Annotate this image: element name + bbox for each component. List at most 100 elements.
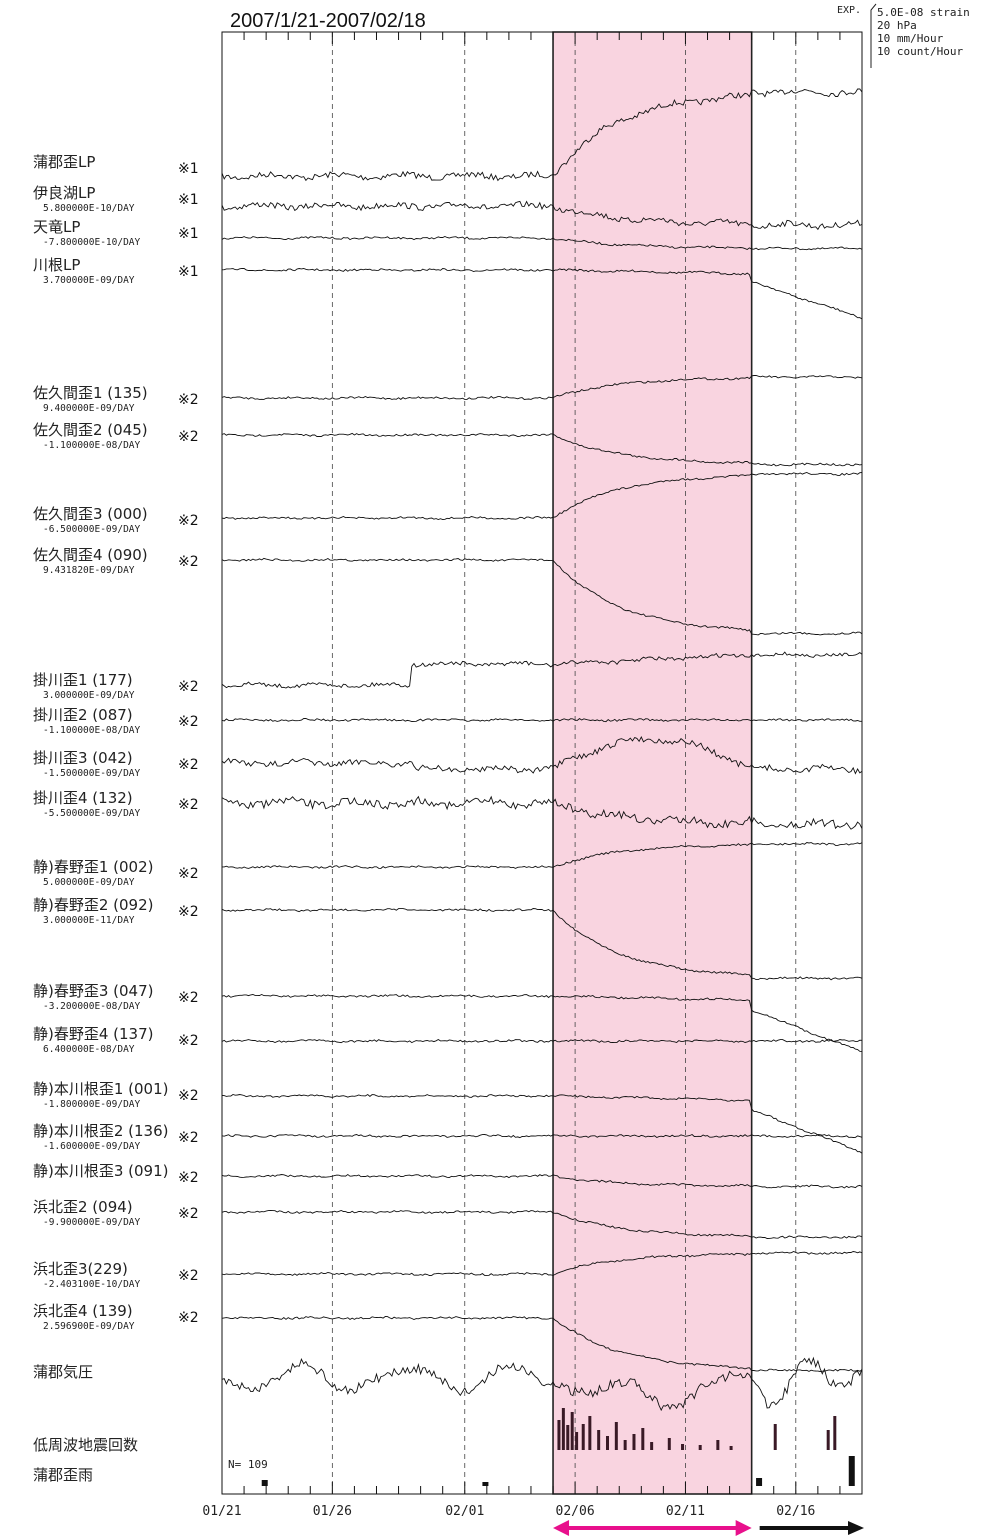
series-label: 掛川歪3 (042) <box>33 749 133 767</box>
quake-count-bar <box>698 1445 702 1450</box>
series-ref: ※2 <box>178 904 199 920</box>
arrow-pink-head-left <box>553 1520 570 1536</box>
series-rate: -1.100000E-08/DAY <box>43 725 141 736</box>
chart-title: 2007/1/21-2007/02/18 <box>230 10 426 32</box>
scale-legend-bracket <box>870 3 877 68</box>
series-ref: ※2 <box>178 990 199 1006</box>
rain-bar <box>261 1480 268 1486</box>
series-ref: ※2 <box>178 679 199 695</box>
series-label: 浜北歪4 (139) <box>33 1302 133 1320</box>
quake-count-bar <box>650 1442 654 1450</box>
series-rate: 9.431820E-09/DAY <box>43 565 135 576</box>
series-rate: 6.400000E-08/DAY <box>43 1044 135 1055</box>
series-ref: ※2 <box>178 554 199 570</box>
quake-count-bar <box>716 1440 720 1450</box>
x-tick-label: 02/06 <box>556 1504 595 1519</box>
x-tick-label: 01/26 <box>313 1504 352 1519</box>
series-ref: ※2 <box>178 1206 199 1222</box>
series-trace <box>222 842 863 869</box>
series-trace <box>221 375 863 400</box>
series-rate: -6.500000E-09/DAY <box>43 524 141 535</box>
quake-count-bar <box>826 1430 830 1450</box>
series-rate: -1.600000E-09/DAY <box>43 1141 141 1152</box>
series-label: 浜北歪3(229) <box>33 1260 128 1278</box>
series-label: 静)春野歪4 (137) <box>33 1025 154 1043</box>
series-label: 天竜LP <box>33 218 80 236</box>
series-rate: 5.800000E-10/DAY <box>43 203 135 214</box>
series-rate: 2.596900E-09/DAY <box>43 1321 135 1332</box>
x-tick-label: 01/21 <box>202 1504 241 1519</box>
highlight-region <box>553 32 752 1494</box>
series-ref: ※2 <box>178 714 199 730</box>
series-ref: ※2 <box>178 866 199 882</box>
series-rate: 3.000000E-11/DAY <box>43 915 135 926</box>
series-rate: -2.403100E-10/DAY <box>43 1279 141 1290</box>
quake-count-bar <box>729 1446 733 1450</box>
series-ref: ※1 <box>178 264 199 280</box>
series-ref: ※2 <box>178 1170 199 1186</box>
series-label: 川根LP <box>33 256 80 274</box>
quake-count-bar <box>606 1436 609 1450</box>
series-label: 佐久間歪1 (135) <box>33 384 148 402</box>
scale-legend: EXP. 5.0E-08 strain 20 hPa 10 mm/Hour 10… <box>837 3 970 68</box>
series-ref: ※2 <box>178 757 199 773</box>
series-label: 静)春野歪3 (047) <box>33 982 154 1000</box>
series-label: 掛川歪4 (132) <box>33 789 133 807</box>
quake-count-bar <box>833 1416 837 1450</box>
series-trace <box>221 472 863 520</box>
series-trace <box>221 557 863 636</box>
scale-legend-line: 20 hPa <box>877 19 917 32</box>
series-trace <box>221 432 863 467</box>
series-ref: ※1 <box>178 161 199 177</box>
series-ref: ※2 <box>178 1268 199 1284</box>
series-label: 掛川歪1 (177) <box>33 671 133 689</box>
rain-bar <box>756 1478 763 1486</box>
series-rate: -7.800000E-10/DAY <box>43 237 141 248</box>
series-trace <box>221 88 863 182</box>
series-trace <box>221 1038 863 1044</box>
series-label: 静)本川根歪3 (091) <box>33 1162 169 1180</box>
x-tick-label: 02/01 <box>445 1504 484 1519</box>
series-ref: ※1 <box>178 192 199 208</box>
series-label: 浜北歪2 (094) <box>33 1198 133 1216</box>
series-label: 佐久間歪3 (000) <box>33 505 148 523</box>
quake-count-bar <box>641 1428 645 1450</box>
series-ref: ※2 <box>178 392 199 408</box>
series-trace <box>221 200 863 231</box>
quake-count-bar <box>667 1438 671 1450</box>
quake-count-bar <box>561 1408 565 1450</box>
series-rate: -5.500000E-09/DAY <box>43 808 141 819</box>
quake-count-bar <box>681 1444 685 1450</box>
series-ref: ※2 <box>178 1310 199 1326</box>
rain-bar <box>482 1482 489 1486</box>
rain-bar <box>848 1456 855 1486</box>
series-rate: -1.500000E-09/DAY <box>43 768 141 779</box>
quake-count-bar <box>581 1424 585 1450</box>
arrow-pink-head-right <box>735 1520 752 1536</box>
series-trace <box>221 1173 863 1189</box>
quake-count-bar <box>588 1416 592 1450</box>
series-ref: ※2 <box>178 1033 199 1049</box>
series-label: 蒲郡気圧 <box>33 1363 93 1381</box>
x-tick-label: 02/16 <box>776 1504 815 1519</box>
quake-count-bar <box>566 1425 570 1450</box>
scale-legend-line: 5.0E-08 strain <box>877 6 970 19</box>
series-rate: 5.000000E-09/DAY <box>43 877 135 888</box>
series-ref: ※2 <box>178 1088 199 1104</box>
series-rate: -1.800000E-09/DAY <box>43 1099 141 1110</box>
quake-count-bar <box>575 1432 579 1450</box>
series-label: 静)春野歪2 (092) <box>33 896 154 914</box>
series-trace <box>221 1356 863 1412</box>
series-trace <box>221 1251 863 1276</box>
series-rate: -9.900000E-09/DAY <box>43 1217 141 1228</box>
series-label: 静)本川根歪1 (001) <box>33 1080 169 1098</box>
scale-legend-label: EXP. <box>837 5 861 16</box>
series-trace <box>221 236 863 251</box>
series-label: 低周波地震回数 <box>33 1436 138 1454</box>
series-trace <box>221 1133 863 1139</box>
quake-count-bar <box>623 1440 627 1450</box>
scale-legend-line: 10 count/Hour <box>877 45 963 58</box>
quake-count-bar <box>597 1430 601 1450</box>
x-tick-label: 02/11 <box>666 1504 705 1519</box>
